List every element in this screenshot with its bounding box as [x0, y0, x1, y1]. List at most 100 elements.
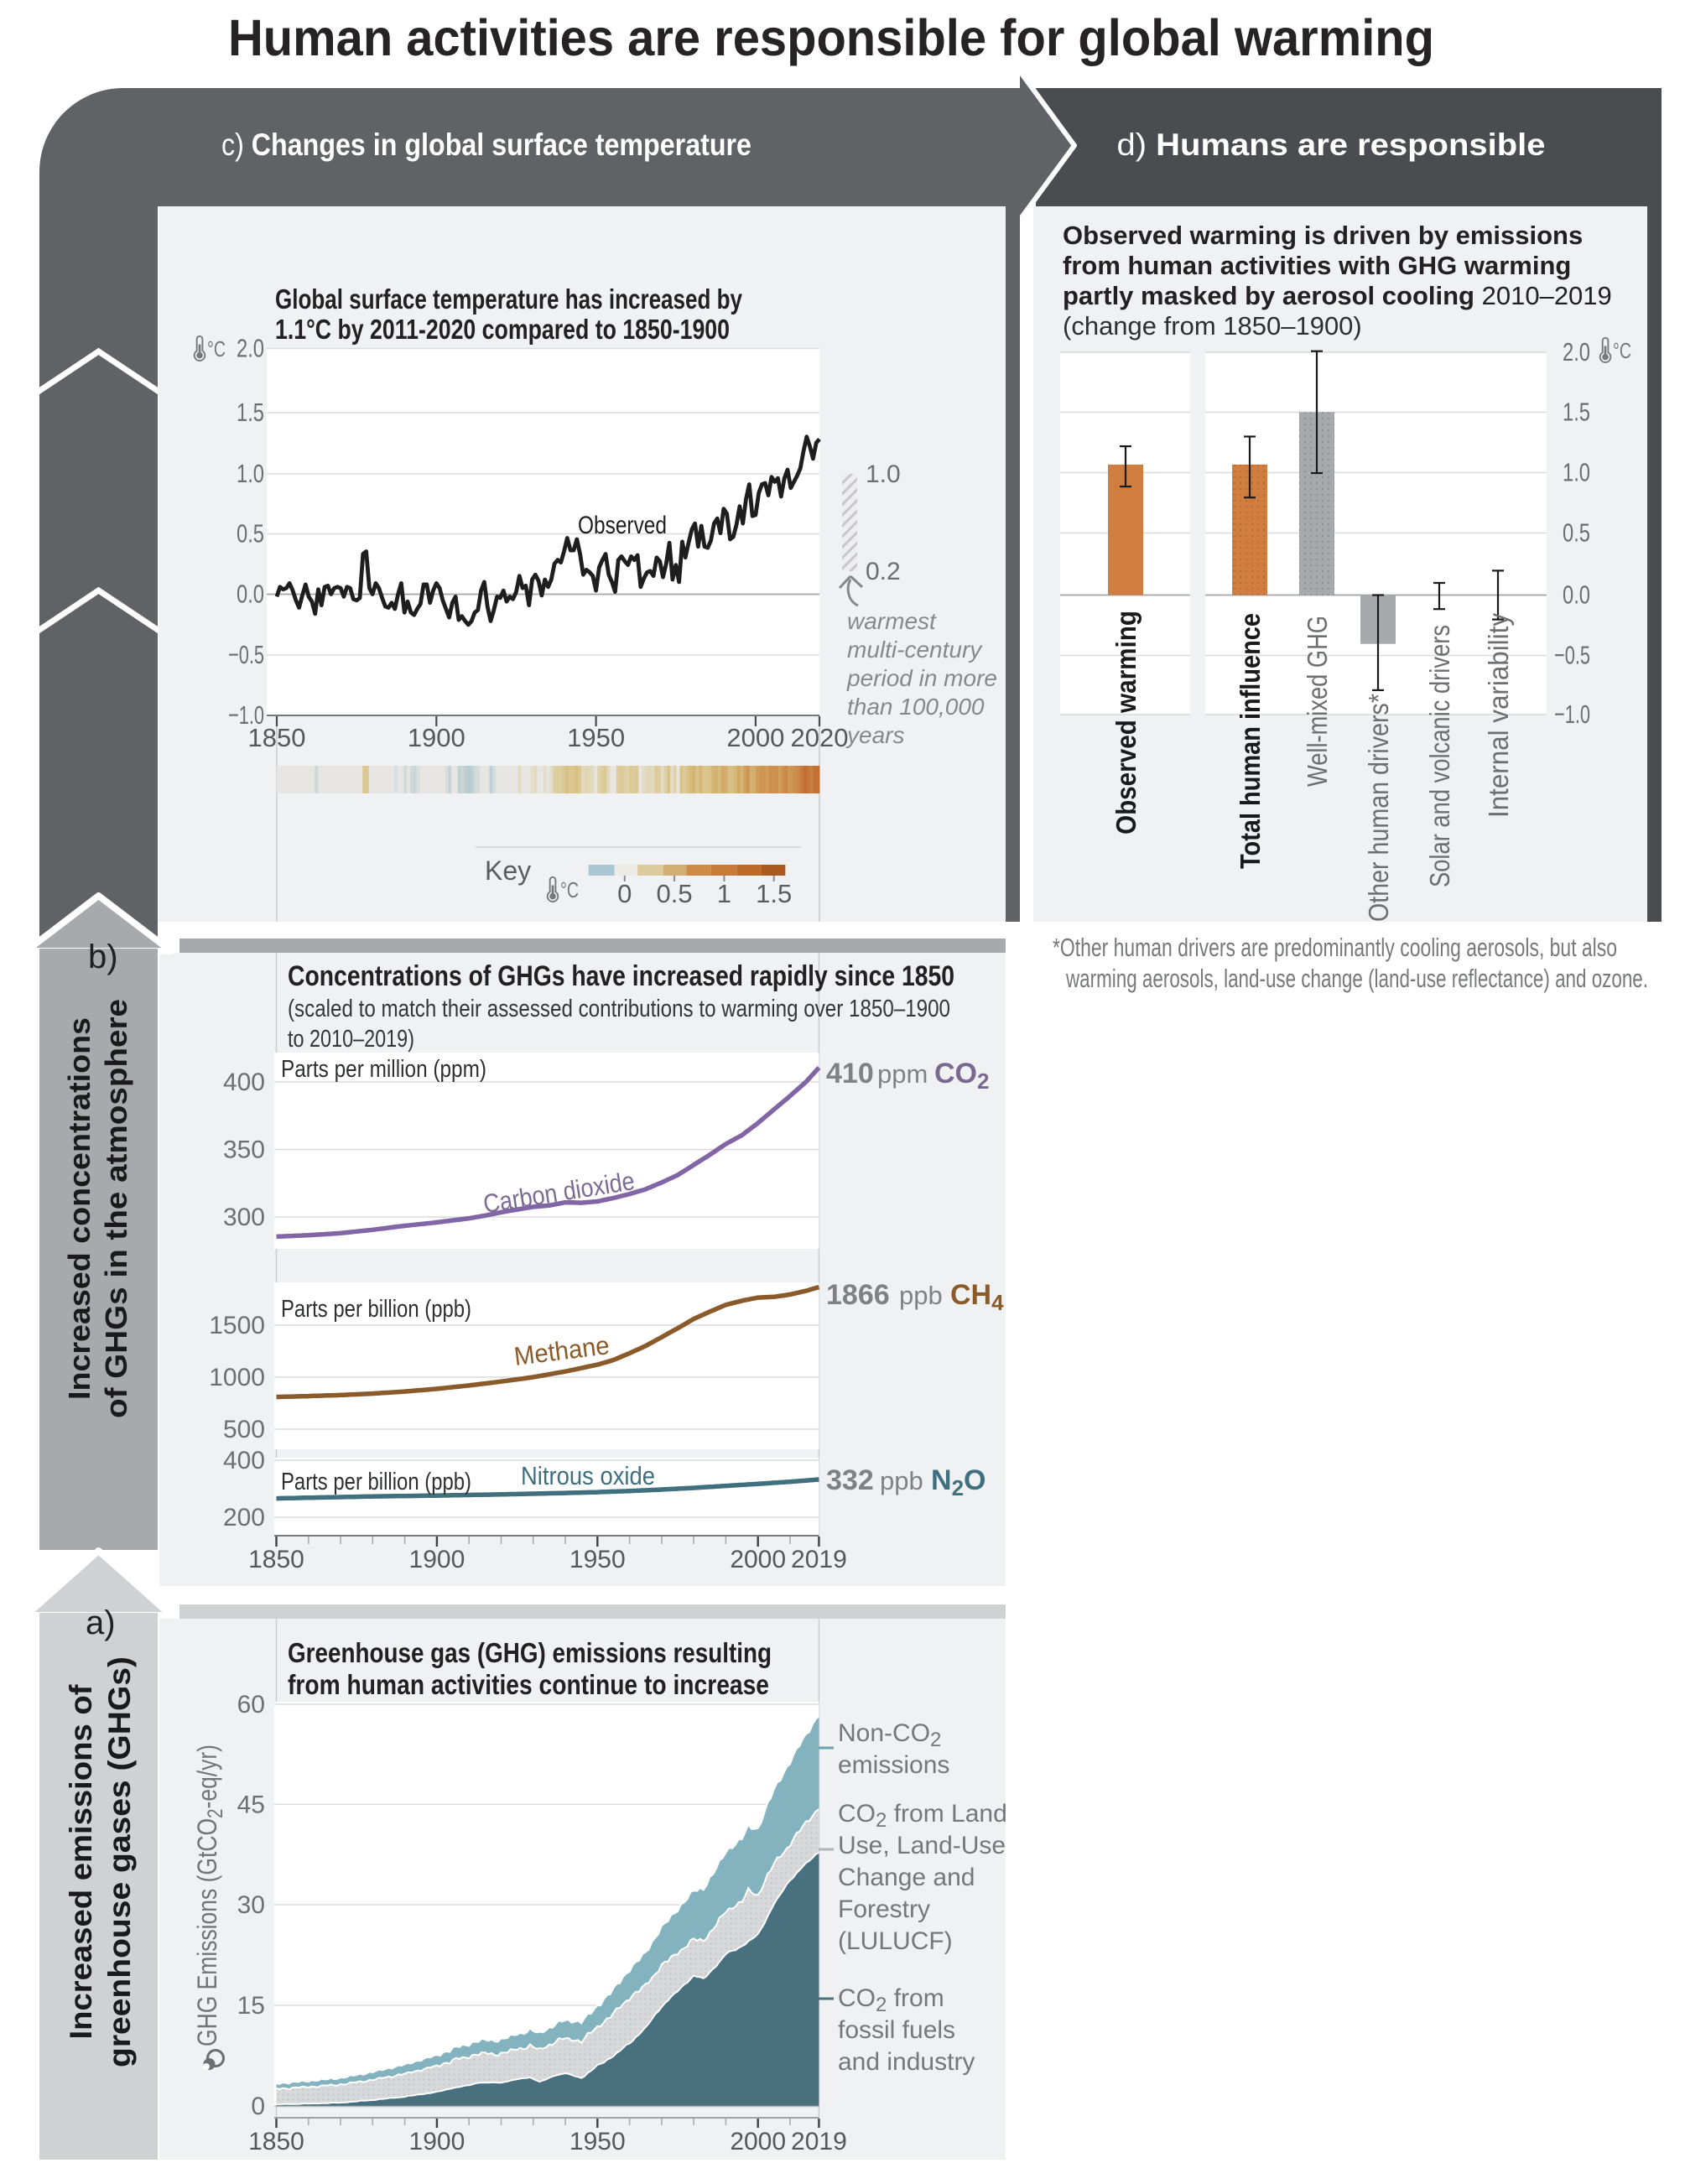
- svg-text:Parts per million (ppm): Parts per million (ppm): [281, 1056, 486, 1083]
- svg-text:period in more: period in more: [846, 665, 997, 691]
- svg-text:1900: 1900: [409, 1546, 465, 1573]
- svg-text:than 100,000: than 100,000: [847, 694, 985, 720]
- svg-text:2000: 2000: [726, 723, 784, 752]
- svg-text:(LULUCF): (LULUCF): [838, 1927, 953, 1955]
- svg-text:°C: °C: [1613, 338, 1631, 363]
- svg-text:Increased emissions of: Increased emissions of: [64, 1684, 98, 2040]
- svg-text:1866: 1866: [826, 1279, 890, 1311]
- svg-text:0: 0: [251, 2093, 265, 2120]
- svg-text:2020: 2020: [791, 723, 849, 752]
- svg-text:410: 410: [826, 1058, 874, 1089]
- svg-text:a): a): [86, 1604, 116, 1641]
- svg-text:Solar and volcanic drivers: Solar and volcanic drivers: [1424, 625, 1455, 887]
- svg-text:200: 200: [223, 1504, 265, 1531]
- svg-text:Total human influence: Total human influence: [1235, 613, 1266, 869]
- svg-text:Concentrations of GHGs have in: Concentrations of GHGs have increased ra…: [288, 960, 954, 992]
- svg-text:Observed: Observed: [578, 512, 667, 539]
- svg-text:−1.0: −1.0: [228, 700, 264, 730]
- svg-text:1850: 1850: [248, 723, 306, 752]
- svg-text:2019: 2019: [791, 2128, 847, 2155]
- svg-text:years: years: [845, 722, 904, 748]
- svg-text:1.5: 1.5: [1563, 398, 1590, 427]
- svg-text:1850: 1850: [248, 1546, 304, 1573]
- svg-text:1: 1: [717, 879, 731, 908]
- svg-text:0.2: 0.2: [866, 558, 901, 585]
- svg-text:from human activities with GHG: from human activities with GHG warming: [1063, 251, 1571, 280]
- svg-text:−0.5: −0.5: [228, 640, 264, 669]
- svg-text:emissions: emissions: [838, 1751, 949, 1779]
- svg-text:to 2010–2019): to 2010–2019): [288, 1026, 414, 1053]
- svg-text:1850: 1850: [248, 2128, 304, 2155]
- svg-text:ppb: ppb: [899, 1281, 943, 1310]
- svg-text:Nitrous oxide: Nitrous oxide: [521, 1461, 655, 1490]
- svg-text:warming aerosols, land-use cha: warming aerosols, land-use change (land-…: [1065, 964, 1648, 993]
- svg-text:1.5: 1.5: [237, 398, 264, 427]
- svg-text:350: 350: [223, 1136, 265, 1164]
- svg-text:Parts per billion (ppb): Parts per billion (ppb): [281, 1296, 471, 1323]
- svg-text:0.5: 0.5: [1563, 518, 1590, 548]
- svg-text:−0.5: −0.5: [1554, 641, 1590, 670]
- svg-text:400: 400: [223, 1447, 265, 1474]
- svg-text:1950: 1950: [569, 2128, 626, 2155]
- svg-text:0: 0: [617, 879, 632, 908]
- svg-text:Human activities are responsib: Human activities are responsible for glo…: [228, 9, 1434, 66]
- svg-text:2.0: 2.0: [1563, 337, 1590, 367]
- svg-text:Non-CO2: Non-CO2: [838, 1719, 941, 1751]
- svg-text:2000: 2000: [730, 2128, 786, 2155]
- svg-text:from human activities continue: from human activities continue to increa…: [288, 1669, 769, 1700]
- svg-text:0.5: 0.5: [237, 519, 264, 549]
- svg-text:1.0: 1.0: [866, 460, 901, 488]
- svg-text:b): b): [88, 939, 118, 975]
- svg-text:Internal variability: Internal variability: [1483, 613, 1514, 818]
- svg-text:1500: 1500: [209, 1312, 265, 1339]
- svg-text:Greenhouse gas (GHG) emissions: Greenhouse gas (GHG) emissions resulting: [288, 1637, 772, 1668]
- svg-text:Key: Key: [485, 855, 531, 886]
- svg-text:Observed warming: Observed warming: [1110, 611, 1142, 835]
- svg-text:greenhouse gases (GHGs): greenhouse gases (GHGs): [102, 1656, 137, 2067]
- svg-text:Change and: Change and: [838, 1864, 975, 1891]
- svg-text:1900: 1900: [408, 723, 465, 752]
- svg-text:0.0: 0.0: [1563, 580, 1590, 610]
- svg-text:1.5: 1.5: [756, 879, 792, 908]
- svg-text:(scaled to match their assesse: (scaled to match their assessed contribu…: [288, 996, 950, 1022]
- svg-text:Increased concentrations: Increased concentrations: [62, 1017, 96, 1400]
- svg-text:1.0: 1.0: [1563, 458, 1590, 487]
- svg-text:Other human drivers*: Other human drivers*: [1363, 694, 1394, 922]
- svg-text:60: 60: [237, 1691, 265, 1719]
- svg-text:Well-mixed GHG: Well-mixed GHG: [1302, 616, 1333, 787]
- svg-text:d) Humans are responsible: d) Humans are responsible: [1117, 127, 1546, 162]
- svg-text:fossil fuels: fossil fuels: [838, 2016, 955, 2044]
- svg-text:GHG Emissions (GtCO2-eq/yr): GHG Emissions (GtCO2-eq/yr): [192, 1745, 227, 2046]
- svg-text:2000: 2000: [730, 1546, 786, 1573]
- svg-text:°C: °C: [207, 336, 226, 361]
- svg-text:Parts per billion (ppb): Parts per billion (ppb): [281, 1469, 471, 1495]
- svg-text:°C: °C: [560, 877, 579, 902]
- svg-text:332: 332: [826, 1464, 874, 1496]
- svg-text:and industry: and industry: [838, 2048, 975, 2076]
- svg-text:1000: 1000: [209, 1364, 265, 1391]
- svg-text:−1.0: −1.0: [1554, 699, 1590, 729]
- svg-text:Use, Land-Use: Use, Land-Use: [838, 1832, 1006, 1859]
- svg-text:2019: 2019: [791, 1546, 847, 1573]
- svg-text:500: 500: [223, 1416, 265, 1443]
- svg-text:Global surface temperature has: Global surface temperature has increased…: [275, 283, 743, 315]
- svg-text:multi-century: multi-century: [847, 637, 983, 663]
- svg-text:*Other human drivers are predo: *Other human drivers are predominantly c…: [1053, 933, 1617, 962]
- svg-text:400: 400: [223, 1069, 265, 1096]
- svg-text:1.1°C by 2011-2020 compared to: 1.1°C by 2011-2020 compared to 1850-1900: [275, 314, 730, 345]
- svg-text:of GHGs in the atmosphere: of GHGs in the atmosphere: [99, 999, 133, 1418]
- svg-text:Observed warming is driven by: Observed warming is driven by emissions: [1063, 221, 1583, 250]
- svg-text:ppb: ppb: [880, 1466, 923, 1495]
- svg-text:15: 15: [237, 1992, 265, 2020]
- svg-text:CO2 from Land: CO2 from Land: [838, 1800, 1007, 1832]
- svg-text:45: 45: [237, 1791, 265, 1818]
- svg-text:ppm: ppm: [877, 1059, 928, 1089]
- svg-text:2.0: 2.0: [237, 334, 264, 363]
- svg-text:c) Changes in global surface t: c) Changes in global surface temperature: [221, 127, 751, 162]
- svg-text:1950: 1950: [569, 1546, 626, 1573]
- svg-text:warmest: warmest: [847, 608, 937, 634]
- svg-text:Forestry: Forestry: [838, 1895, 930, 1923]
- svg-text:1.0: 1.0: [237, 459, 264, 488]
- svg-text:30: 30: [237, 1891, 265, 1919]
- svg-text:CO2 from: CO2 from: [838, 1984, 944, 2016]
